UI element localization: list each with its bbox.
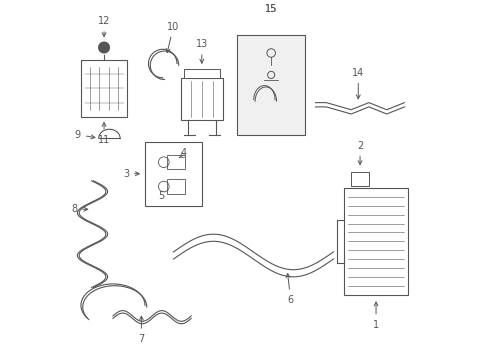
Text: 1: 1 xyxy=(372,302,378,329)
Text: 8: 8 xyxy=(71,204,87,214)
Text: 11: 11 xyxy=(98,122,110,145)
Bar xyxy=(237,35,305,135)
Bar xyxy=(167,155,185,169)
Text: 3: 3 xyxy=(122,169,139,179)
Text: 9: 9 xyxy=(75,130,95,140)
Bar xyxy=(144,142,202,206)
Text: 10: 10 xyxy=(166,22,179,53)
Bar xyxy=(344,188,407,294)
Bar xyxy=(183,69,219,78)
Text: 7: 7 xyxy=(138,316,144,344)
Bar xyxy=(167,179,185,194)
Text: 15: 15 xyxy=(264,4,277,14)
Bar xyxy=(180,78,223,120)
Text: 4: 4 xyxy=(180,148,186,158)
Text: 13: 13 xyxy=(195,39,207,63)
Text: 2: 2 xyxy=(356,141,363,165)
Text: 5: 5 xyxy=(158,191,163,201)
Text: 6: 6 xyxy=(285,274,293,305)
Text: 12: 12 xyxy=(98,16,110,36)
Text: 15: 15 xyxy=(264,4,277,14)
Bar xyxy=(81,60,127,117)
Circle shape xyxy=(99,42,109,53)
Text: 14: 14 xyxy=(351,68,364,99)
Bar xyxy=(350,172,368,186)
